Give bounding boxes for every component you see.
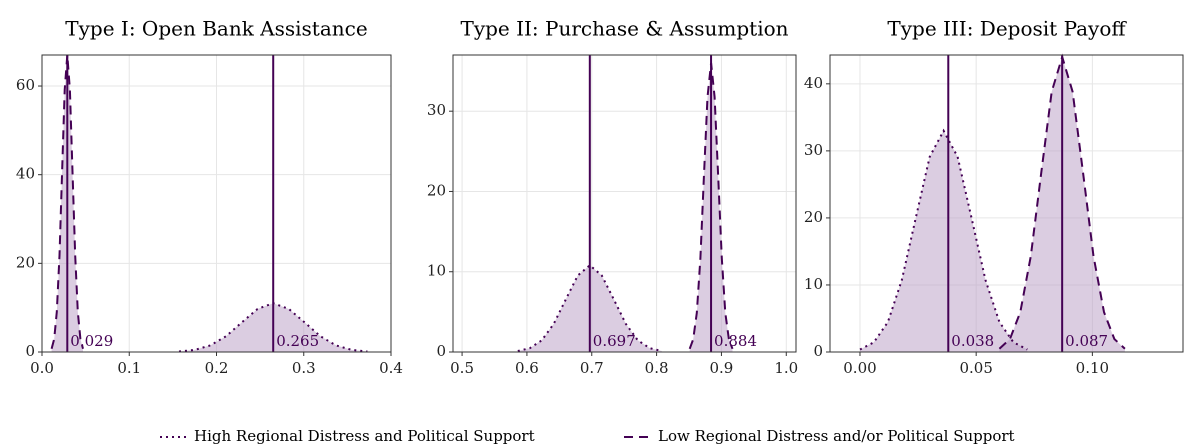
density-line (50, 54, 84, 349)
y-tick-label: 10 (427, 262, 446, 280)
y-tick-label: 30 (804, 141, 823, 159)
x-tick-label: 0.1 (117, 359, 141, 377)
x-tick-label: 0.5 (450, 359, 474, 377)
y-tick-label: 30 (427, 101, 446, 119)
x-tick-label: 0.9 (710, 359, 734, 377)
panel-title: Type I: Open Bank Assistance (65, 17, 367, 41)
panel-title: Type II: Purchase & Assumption (460, 17, 788, 41)
y-tick-label: 10 (804, 275, 823, 293)
y-tick-label: 20 (427, 181, 446, 199)
y-tick-label: 40 (16, 165, 35, 183)
y-tick-label: 0 (25, 342, 35, 360)
y-tick-label: 40 (804, 74, 823, 92)
x-tick-label: 0.6 (515, 359, 539, 377)
x-tick-label: 0.4 (379, 359, 403, 377)
panel-title: Type III: Deposit Payoff (887, 17, 1127, 41)
plot-background (453, 55, 796, 352)
x-tick-label: 0.8 (645, 359, 669, 377)
legend-label: High Regional Distress and Political Sup… (194, 427, 535, 445)
x-tick-label: 0.7 (580, 359, 604, 377)
y-tick-label: 0 (813, 342, 823, 360)
mean-label: 0.038 (951, 332, 994, 350)
y-tick-label: 20 (804, 208, 823, 226)
plot-border (41, 54, 392, 353)
plot-border (452, 54, 797, 353)
mean-label: 0.884 (714, 332, 757, 350)
plot-background (830, 55, 1183, 352)
y-tick-label: 0 (436, 342, 446, 360)
y-tick-label: 20 (16, 253, 35, 271)
x-tick-label: 0.10 (1076, 359, 1109, 377)
x-tick-label: 0.00 (843, 359, 876, 377)
mean-label: 0.029 (70, 332, 113, 350)
x-tick-label: 0.05 (959, 359, 992, 377)
x-tick-label: 0.2 (205, 359, 229, 377)
y-tick-label: 60 (16, 76, 35, 94)
x-tick-label: 0.3 (292, 359, 316, 377)
mean-label: 0.265 (276, 332, 319, 350)
x-tick-label: 0.0 (30, 359, 54, 377)
mean-label: 0.697 (593, 332, 636, 350)
plot-border (829, 54, 1184, 353)
mean-label: 0.087 (1065, 332, 1108, 350)
density-area (860, 130, 1028, 352)
x-tick-label: 1.0 (774, 359, 798, 377)
legend-label: Low Regional Distress and/or Political S… (658, 427, 1015, 445)
density-line (859, 128, 1028, 351)
